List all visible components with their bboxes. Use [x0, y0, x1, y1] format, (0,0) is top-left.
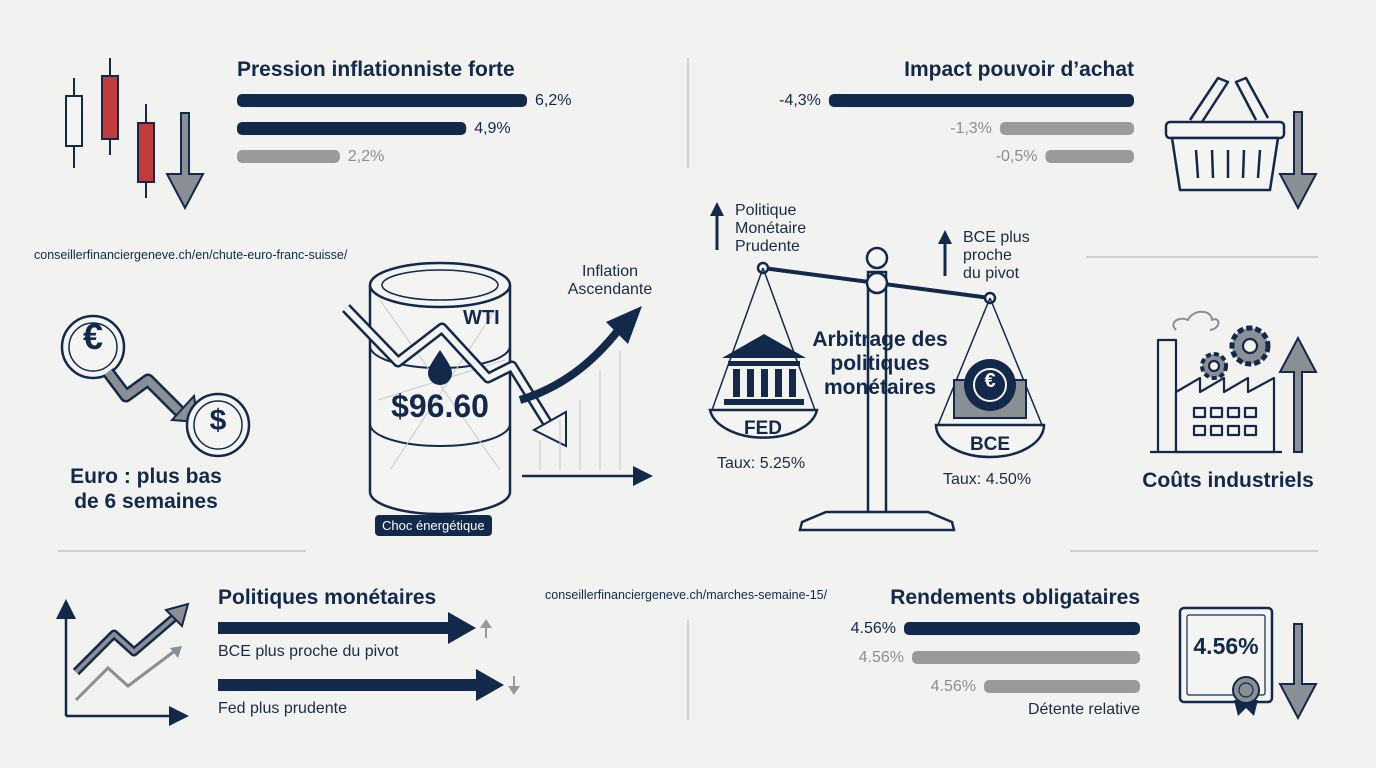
fed-note-line: Politique: [735, 202, 797, 219]
arrow-up-icon: [1278, 335, 1318, 453]
purchasing-value: -1,3%: [950, 120, 992, 137]
trend-label-line: Inflation: [581, 263, 639, 280]
zigzag-arrow-down-icon: [102, 368, 200, 424]
inflation-value: 6,2%: [535, 92, 572, 109]
bond-bar: [984, 680, 1140, 693]
monetary-title: Politiques monétaires: [218, 586, 437, 609]
policy-title-line: politiques: [830, 352, 930, 375]
ecb-note-line: proche: [963, 247, 1012, 264]
oil-price: $96.60: [391, 388, 489, 424]
bonds-title: Rendements obligataires: [890, 586, 1140, 609]
ecb-note-line: BCE plus: [963, 229, 1030, 246]
euro-caption-line: de 6 semaines: [74, 490, 218, 513]
euro-symbol: €: [82, 316, 104, 357]
energy-shock-badge: Choc énergétique: [375, 515, 492, 536]
ecb-rate: Taux: 4.50%: [943, 471, 1032, 488]
ecb-euro-symbol: €: [984, 370, 996, 392]
basket-icon: [1164, 76, 1286, 192]
ecb-policy-note: BCE plus proche du pivot: [963, 229, 1030, 283]
euro-coin-icon: [60, 314, 126, 380]
bond-value: 4.56%: [858, 649, 904, 666]
inflation-bar: [237, 94, 527, 107]
dollar-coin-icon: [185, 392, 251, 458]
policy-title-line: Arbitrage des: [812, 328, 948, 351]
bonds-caption: Détente relative: [1027, 701, 1140, 718]
inflation-bar: [237, 122, 467, 135]
bond-bar: [912, 651, 1140, 664]
growth-chart-icon: [56, 599, 190, 726]
bond-bar: [904, 622, 1140, 635]
dollar-symbol: $: [209, 404, 227, 437]
bond-value: 4.56%: [850, 620, 896, 637]
purchasing-bar: [1045, 150, 1134, 163]
ecb-policy-arrow: [218, 612, 476, 644]
certificate-icon: [1178, 606, 1274, 716]
inflation-bars: [237, 94, 527, 163]
bond-value: 4.56%: [930, 678, 976, 695]
arrow-down-icon: [1278, 111, 1318, 211]
bank-building-icon: [722, 334, 806, 405]
arrow-down-icon: [165, 112, 205, 211]
euro-vault-icon: [953, 359, 1027, 419]
policy-title-line: monétaires: [823, 376, 937, 399]
purchasing-bar: [999, 122, 1134, 135]
arrow-down-icon: [1278, 623, 1318, 721]
purchasing-value: -0,5%: [995, 148, 1038, 165]
purchasing-title: Impact pouvoir d’achat: [904, 58, 1134, 81]
factory-icon: [1150, 310, 1282, 454]
weekly-article-link[interactable]: conseillerfinanciergeneve.ch/marches-sem…: [545, 588, 828, 602]
fed-policy-label: Fed plus prudente: [218, 700, 347, 717]
arrow-up-icon: [710, 202, 724, 250]
euro-article-link[interactable]: conseillerfinanciergeneve.ch/en/chute-eu…: [34, 248, 348, 262]
inflation-trend-label: Inflation Ascendante: [560, 263, 660, 299]
fed-note-line: Prudente: [735, 238, 800, 255]
price-crash-arrow-icon: [342, 304, 567, 448]
fed-name: FED: [744, 418, 782, 439]
euro-caption: Euro : plus bas de 6 semaines: [56, 464, 236, 514]
purchasing-bars: [828, 94, 1134, 163]
balance-scale-icon: [708, 246, 1046, 532]
small-arrow-down-icon: [508, 676, 520, 695]
arrow-up-icon: [938, 230, 952, 276]
ecb-name: BCE: [969, 434, 1011, 455]
euro-caption-line: Euro : plus bas: [70, 465, 222, 488]
inflation-bar: [237, 150, 340, 163]
ecb-note-line: du pivot: [963, 265, 1020, 282]
small-arrow-up-icon: [480, 619, 492, 638]
purchasing-value: -4,3%: [779, 92, 821, 109]
fed-rate: Taux: 5.25%: [717, 455, 806, 472]
trend-label-line: Ascendante: [567, 281, 653, 298]
inflation-value: 4,9%: [474, 120, 511, 137]
inflation-trend-chart-icon: [518, 306, 653, 486]
ecb-policy-label: BCE plus proche du pivot: [218, 643, 399, 660]
purchasing-bar: [828, 94, 1134, 107]
bond-bars: [904, 622, 1140, 693]
inflation-value: 2,2%: [347, 148, 385, 165]
candlestick-icon: [65, 58, 155, 198]
section-dividers: [58, 58, 1318, 720]
inflation-title: Pression inflationniste forte: [237, 58, 515, 81]
barrel-label: WTI: [463, 307, 500, 329]
oil-barrel-icon: [368, 261, 512, 516]
policy-title: Arbitrage des politiques monétaires: [800, 328, 960, 400]
policy-arrows: [218, 612, 520, 701]
certificate-value: 4.56%: [1193, 633, 1259, 659]
fed-note-line: Monétaire: [735, 220, 807, 237]
fed-policy-note: Politique Monétaire Prudente: [735, 202, 806, 256]
fed-policy-arrow: [218, 669, 504, 701]
industry-caption: Coûts industriels: [1142, 469, 1314, 492]
